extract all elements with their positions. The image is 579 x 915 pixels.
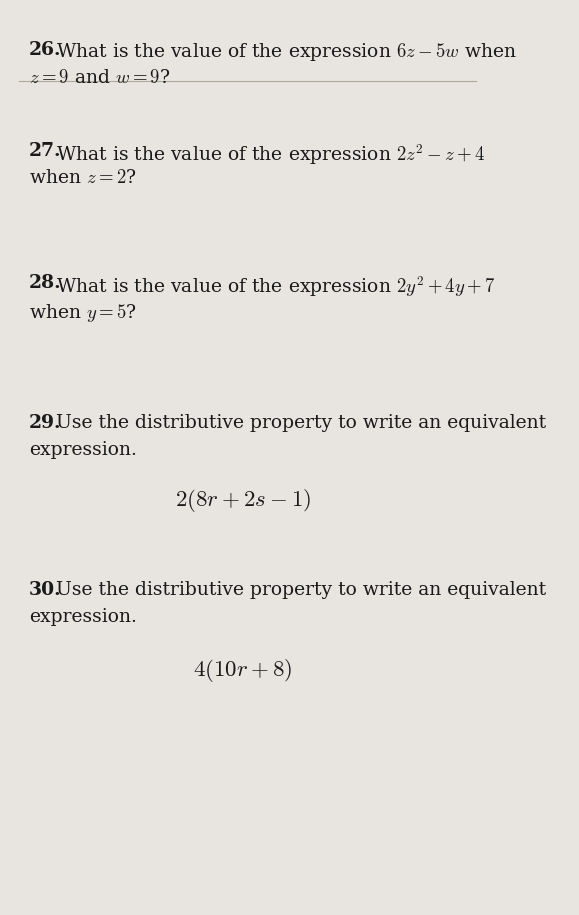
Text: $z = 9$ and $w = 9$?: $z = 9$ and $w = 9$?	[29, 69, 171, 87]
Text: when $y = 5$?: when $y = 5$?	[29, 302, 137, 324]
Text: 27.: 27.	[29, 142, 61, 160]
Text: expression.: expression.	[29, 608, 137, 627]
Text: expression.: expression.	[29, 441, 137, 459]
Text: What is the value of the expression $2y^2 + 4y + 7$: What is the value of the expression $2y^…	[56, 274, 496, 299]
Text: 26.: 26.	[29, 41, 61, 59]
Text: 28.: 28.	[29, 274, 62, 293]
Text: What is the value of the expression $6z - 5w$ when: What is the value of the expression $6z …	[56, 41, 517, 63]
Text: Use the distributive property to write an equivalent: Use the distributive property to write a…	[56, 414, 546, 432]
Text: 29.: 29.	[29, 414, 61, 432]
Text: when $z = 2$?: when $z = 2$?	[29, 169, 137, 188]
Text: Use the distributive property to write an equivalent: Use the distributive property to write a…	[56, 581, 546, 599]
Text: $4(10r + 8)$: $4(10r + 8)$	[193, 657, 293, 684]
Text: What is the value of the expression $2z^2 - z + 4$: What is the value of the expression $2z^…	[56, 142, 485, 167]
Text: $2(8r + 2s - 1)$: $2(8r + 2s - 1)$	[175, 487, 311, 514]
Text: 30.: 30.	[29, 581, 62, 599]
